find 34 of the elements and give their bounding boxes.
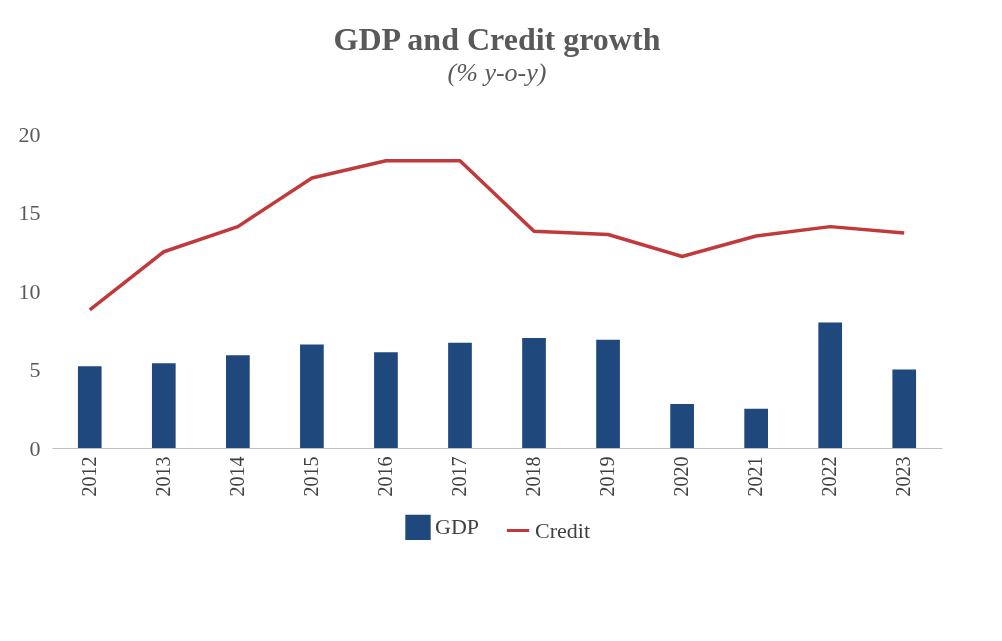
x-tick-label: 2018 [522,456,545,497]
bar [77,366,102,448]
y-tick-label: 10 [18,278,41,304]
bar [226,355,250,448]
bar [151,363,176,448]
bar [818,322,843,448]
legend-label: GDP [435,514,480,540]
x-tick-label: 2022 [818,456,841,497]
x-tick-label: 2014 [225,456,248,497]
bar [670,404,694,448]
legend-label: Credit [535,517,590,543]
bar [300,344,324,448]
bar [744,408,768,448]
y-tick-label: 5 [29,357,41,382]
line-series [88,158,906,312]
x-tick-label: 2019 [596,456,619,497]
x-tick-label: 2016 [373,456,396,497]
x-tick-label: 2015 [299,456,322,497]
y-tick-label: 15 [18,200,41,225]
x-tick-label: 2023 [892,456,915,497]
chart-title: GDP and Credit growth [333,21,661,57]
chart-subtitle: (% y-o-y) [447,58,547,87]
bar [448,342,472,448]
bar [522,338,546,448]
x-tick-label: 2017 [447,456,470,497]
x-tick-label: 2021 [744,456,767,497]
bar [892,369,917,448]
x-tick-label: 2012 [77,456,100,497]
x-tick-label: 2020 [670,456,693,497]
y-tick-label: 20 [18,121,41,147]
bar [374,352,398,448]
bar [596,339,620,448]
x-tick-label: 2013 [151,456,174,497]
y-tick-label: 0 [29,435,41,461]
